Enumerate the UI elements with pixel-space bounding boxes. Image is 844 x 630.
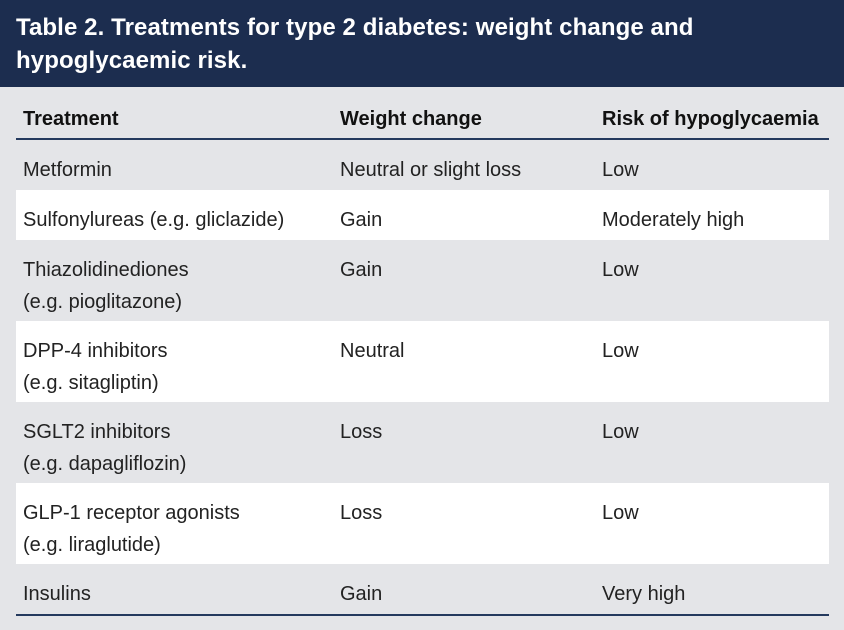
treatment-name: DPP-4 inhibitors (23, 340, 168, 362)
hypoglycaemia-risk-cell: Low (602, 502, 639, 524)
treatment-cell: Metformin (23, 154, 112, 186)
treatment-cell: Thiazolidinediones (e.g. pioglitazone) (23, 254, 189, 318)
treatment-example: (e.g. pioglitazone) (23, 291, 182, 313)
table-bottom-rule (16, 614, 829, 616)
weight-change-cell: Neutral or slight loss (340, 159, 522, 181)
treatments-table: Treatment Weight change Risk of hypoglyc… (16, 98, 829, 616)
treatment-name: Thiazolidinediones (23, 259, 189, 281)
hypoglycaemia-risk-cell: Low (602, 340, 639, 362)
weight-change-cell: Neutral (340, 340, 405, 362)
treatment-example: (e.g. liraglutide) (23, 534, 161, 556)
table-header-row: Treatment Weight change Risk of hypoglyc… (16, 98, 829, 140)
treatment-name: SGLT2 inhibitors (23, 421, 171, 443)
treatment-cell: Insulins (23, 578, 91, 610)
treatment-cell: DPP-4 inhibitors (e.g. sitagliptin) (23, 335, 168, 399)
table-row: GLP-1 receptor agonists (e.g. liraglutid… (16, 483, 829, 564)
treatment-name: Sulfonylureas (e.g. gliclazide) (23, 209, 285, 231)
table-row: SGLT2 inhibitors (e.g. dapagliflozin) Lo… (16, 402, 829, 483)
table-row: Sulfonylureas (e.g. gliclazide) Gain Mod… (16, 190, 829, 240)
hypoglycaemia-risk-cell: Very high (602, 583, 686, 605)
table-title-bar: Table 2. Treatments for type 2 diabetes:… (0, 0, 844, 87)
treatment-cell: Sulfonylureas (e.g. gliclazide) (23, 204, 284, 236)
weight-change-cell: Gain (340, 209, 383, 231)
table-title-line-1: Table 2. Treatments for type 2 diabetes:… (16, 14, 694, 41)
table-row: DPP-4 inhibitors (e.g. sitagliptin) Neut… (16, 321, 829, 402)
treatment-name: GLP-1 receptor agonists (23, 502, 240, 524)
treatment-name: Metformin (23, 159, 112, 181)
header-risk-of-hypoglycaemia: Risk of hypoglycaemia (602, 108, 819, 130)
weight-change-cell: Gain (340, 583, 383, 605)
weight-change-cell: Loss (340, 502, 383, 524)
table-row: Insulins Gain Very high (16, 564, 829, 614)
table-title-line-2: hypoglycaemic risk. (16, 47, 248, 74)
table-row: Thiazolidinediones (e.g. pioglitazone) G… (16, 240, 829, 321)
treatment-name: Insulins (23, 583, 91, 605)
hypoglycaemia-risk-cell: Low (602, 421, 639, 443)
hypoglycaemia-risk-cell: Low (602, 259, 639, 281)
header-treatment: Treatment (23, 108, 119, 130)
treatment-example: (e.g. sitagliptin) (23, 372, 159, 394)
treatment-example: (e.g. dapagliflozin) (23, 453, 187, 475)
hypoglycaemia-risk-cell: Low (602, 159, 639, 181)
treatment-cell: GLP-1 receptor agonists (e.g. liraglutid… (23, 497, 240, 561)
table-title: Table 2. Treatments for type 2 diabetes:… (16, 11, 828, 77)
weight-change-cell: Loss (340, 421, 383, 443)
table-row: Metformin Neutral or slight loss Low (16, 140, 829, 190)
treatment-cell: SGLT2 inhibitors (e.g. dapagliflozin) (23, 416, 186, 480)
weight-change-cell: Gain (340, 259, 383, 281)
header-weight-change: Weight change (340, 108, 482, 130)
hypoglycaemia-risk-cell: Moderately high (602, 209, 745, 231)
